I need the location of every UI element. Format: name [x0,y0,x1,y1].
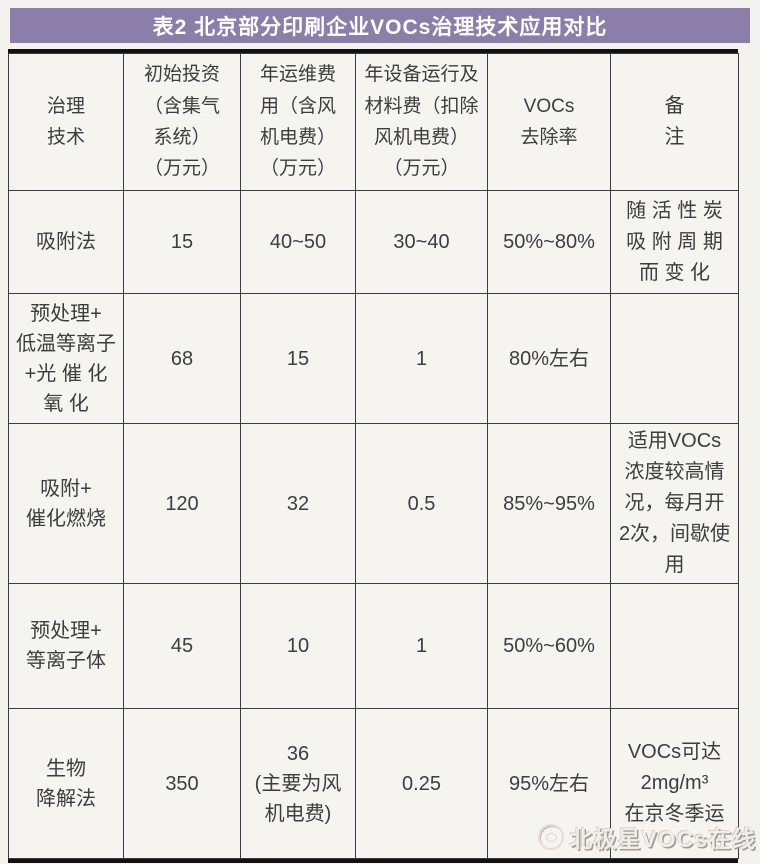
header-cell-vocs-removal-rate: VOCs 去除率 [487,53,611,191]
table-cell: 吸附+ 催化燃烧 [8,423,124,584]
table-cell: 40~50 [240,190,356,294]
table-row: 吸附+ 催化燃烧 120 32 0.5 85%~95% 适用VOCs 浓度较高情… [8,423,739,584]
table-cell: 预处理+ 等离子体 [8,583,124,709]
table-cell: 15 [123,190,241,294]
header-cell-annual-om-cost: 年运维费 用（含风 机电费） （万元） [240,53,356,191]
table-header-row: 治理 技术 初始投资 （含集气 系统） （万元） 年运维费 用（含风 机电费） … [8,53,739,191]
table-cell: 85%~95% [487,423,611,584]
table-cell: 吸附法 [8,190,124,294]
table-cell: 1 [355,583,488,709]
table-cell: 68 [123,293,241,424]
header-cell-annual-equipment-material-cost: 年设备运行及 材料费（扣除 风机电费） （万元） [355,53,488,191]
table-row: 吸附法 15 40~50 30~40 50%~80% 随 活 性 炭 吸 附 周… [8,190,739,294]
table-cell: 36 (主要为风 机电费) [240,708,356,859]
table-cell: 生物 降解法 [8,708,124,859]
table-cell [610,293,739,424]
table-cell: 95%左右 [487,708,611,859]
table-row: 预处理+ 低温等离子 +光 催 化 氧 化 68 15 1 80%左右 [8,293,739,424]
table-title: 表2 北京部分印刷企业VOCs治理技术应用对比 [152,15,608,39]
table-cell: 0.5 [355,423,488,584]
table-cell [610,583,739,709]
table-cell: 350 [123,708,241,859]
header-cell-treatment-tech: 治理 技术 [8,53,124,191]
table-cell: VOCs可达 2mg/m³ 在京冬季运 [610,708,739,859]
header-cell-remarks: 备 注 [610,53,739,191]
table-row: 生物 降解法 350 36 (主要为风 机电费) 0.25 95%左右 VOCs… [8,708,739,859]
comparison-table: 治理 技术 初始投资 （含集气 系统） （万元） 年运维费 用（含风 机电费） … [8,49,739,863]
table-cell: 0.25 [355,708,488,859]
table-cell: 随 活 性 炭 吸 附 周 期 而 变 化 [610,190,739,294]
table-cell: 15 [240,293,356,424]
table-title-bar: 表2 北京部分印刷企业VOCs治理技术应用对比 [10,8,750,43]
table-cell: 120 [123,423,241,584]
table-cell: 1 [355,293,488,424]
table-cell: 预处理+ 低温等离子 +光 催 化 氧 化 [8,293,124,424]
table-cell: 30~40 [355,190,488,294]
table-cell: 适用VOCs 浓度较高情 况，每月开 2次，间歇使 用 [610,423,739,584]
table-cell: 45 [123,583,241,709]
table-cell: 32 [240,423,356,584]
table-cell: 80%左右 [487,293,611,424]
table-row: 预处理+ 等离子体 45 10 1 50%~60% [8,583,739,709]
table-cell: 10 [240,583,356,709]
table-cell: 50%~80% [487,190,611,294]
header-cell-initial-investment: 初始投资 （含集气 系统） （万元） [123,53,241,191]
table-cell: 50%~60% [487,583,611,709]
